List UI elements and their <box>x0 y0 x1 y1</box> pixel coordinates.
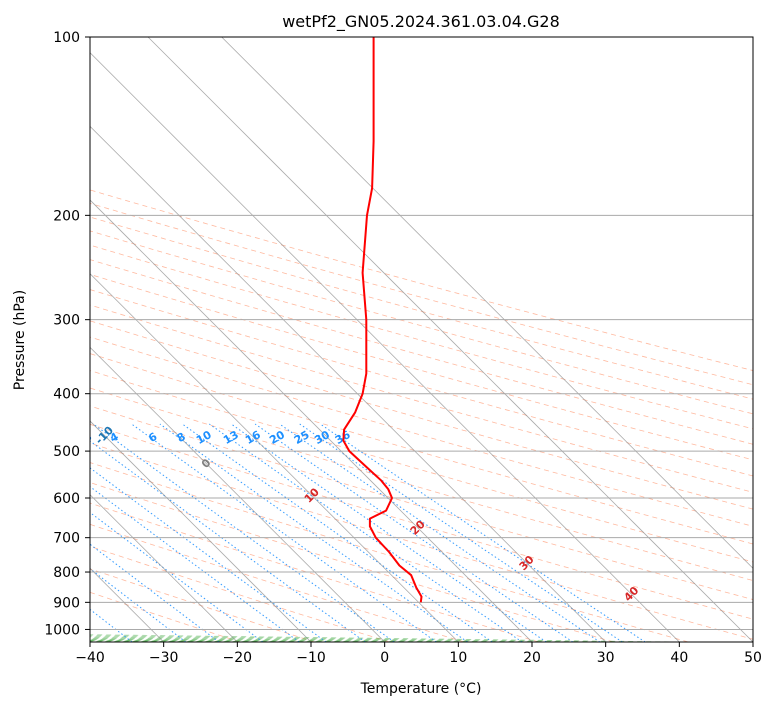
y-tick-label: 1000 <box>44 622 80 638</box>
dry-adiabat-line <box>90 502 539 642</box>
isotherm-line <box>221 37 753 569</box>
x-tick-label: 30 <box>597 650 615 666</box>
dry-adiabat-line <box>90 273 753 461</box>
dry-adiabat-line <box>90 189 753 371</box>
dry-adiabat-line <box>90 462 689 642</box>
dry-adiabat-line <box>90 320 753 510</box>
mixing-ratio-line <box>230 423 547 642</box>
dry-adiabat-line <box>90 370 753 563</box>
x-axis-label: Temperature (°C) <box>360 681 482 697</box>
y-tick-label: 600 <box>53 491 80 507</box>
mixing-ratio-line <box>131 423 437 642</box>
mixing-ratio-line <box>279 423 601 642</box>
background-lines <box>90 37 753 642</box>
x-tick-label: 40 <box>670 650 688 666</box>
dry-adiabat-line <box>90 523 465 642</box>
dry-adiabat-line <box>90 336 753 527</box>
x-axis: −40 −30 −20 −10 0 10 20 30 40 50 <box>75 642 762 666</box>
y-tick-label: 800 <box>53 565 80 581</box>
y-axis-label: Pressure (hPa) <box>12 290 28 390</box>
x-tick-label: −30 <box>149 650 179 666</box>
mixing-ratio-line <box>319 423 646 642</box>
isotherm-line <box>147 37 753 642</box>
x-tick-label: −40 <box>75 650 105 666</box>
y-tick-label: 900 <box>53 595 80 611</box>
y-tick-label: 400 <box>53 387 80 403</box>
mixing-ratio-line <box>182 423 493 642</box>
x-tick-label: 20 <box>523 650 541 666</box>
y-tick-label: 200 <box>53 208 80 224</box>
dry-adiabat-line <box>90 387 753 581</box>
isotherm-line <box>90 273 459 642</box>
x-tick-label: −10 <box>296 650 326 666</box>
y-tick-label: 100 <box>53 30 80 46</box>
isotherm-line <box>90 199 533 642</box>
dry-adiabat-line <box>90 353 753 545</box>
isotherm-line <box>90 420 312 642</box>
sounding-profiles <box>342 37 423 603</box>
moist-adiabat-line <box>90 637 531 642</box>
mixing-ratio-line <box>92 423 395 642</box>
dry-adiabat-line <box>90 230 753 415</box>
y-tick-label: 700 <box>53 531 80 547</box>
isotherm-line <box>90 52 680 642</box>
x-tick-label: 50 <box>744 650 762 666</box>
mixing-ratio-line <box>90 511 264 642</box>
temperature-profile-line <box>342 37 423 603</box>
isotherm-line <box>90 346 385 642</box>
mixing-ratio-line <box>159 423 468 642</box>
mixing-ratio-line <box>90 467 327 642</box>
isotherm-line <box>90 125 606 642</box>
isotherm-line <box>90 494 238 642</box>
dry-adiabat-line <box>90 289 753 477</box>
x-tick-label: 10 <box>449 650 467 666</box>
chart-title: wetPf2_GN05.2024.361.03.04.G28 <box>282 12 560 32</box>
dry-adiabat-line <box>90 482 614 642</box>
y-axis: 100 200 300 400 500 600 700 800 900 1000 <box>44 30 90 638</box>
y-tick-label: 500 <box>53 444 80 460</box>
y-tick-label: 300 <box>53 313 80 329</box>
mixing-ratio-line <box>209 423 523 642</box>
plot-frame <box>89 36 754 643</box>
x-tick-label: −20 <box>223 650 253 666</box>
x-tick-label: 0 <box>380 650 389 666</box>
